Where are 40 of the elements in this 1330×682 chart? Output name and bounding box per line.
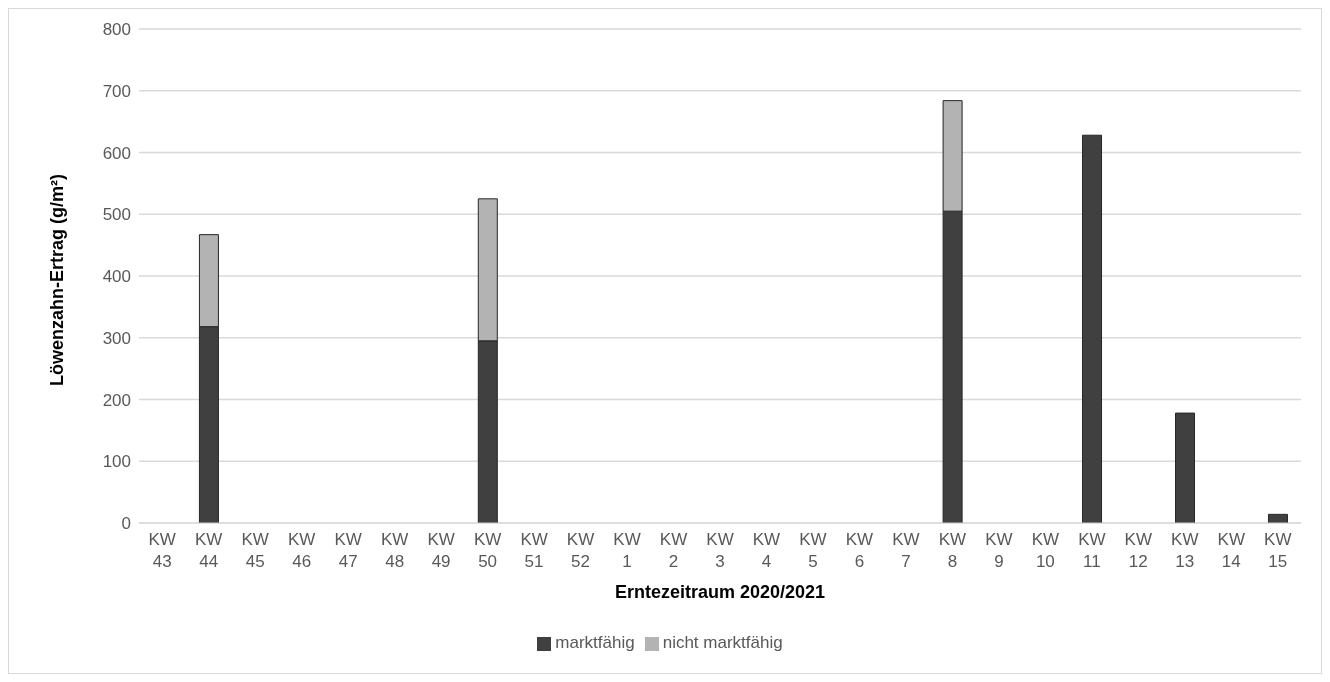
x-tick-label: KW 13 bbox=[1171, 530, 1199, 571]
x-tick-label: KW 52 bbox=[566, 530, 595, 571]
x-tick-label: KW 2 bbox=[659, 530, 688, 571]
y-tick-label: 200 bbox=[102, 390, 131, 410]
y-tick-label: 600 bbox=[102, 143, 131, 163]
x-tick-label: KW 3 bbox=[706, 530, 734, 571]
x-tick-label: KW 46 bbox=[287, 530, 316, 571]
x-tick-label: KW 5 bbox=[799, 530, 827, 571]
x-tick-label: KW 49 bbox=[427, 530, 455, 571]
y-tick-label: 300 bbox=[102, 328, 131, 348]
x-tick-label: KW 14 bbox=[1217, 530, 1245, 571]
bar bbox=[1082, 134, 1103, 523]
x-tick-label: KW 11 bbox=[1078, 530, 1106, 571]
x-tick-label: KW 9 bbox=[985, 530, 1013, 571]
x-tick-label: KW 6 bbox=[845, 530, 874, 571]
x-tick-label: KW 10 bbox=[1031, 530, 1060, 571]
bar bbox=[1175, 412, 1195, 523]
x-tick-label: KW 43 bbox=[148, 530, 176, 571]
x-tick-label: KW 7 bbox=[892, 530, 920, 571]
y-tick-label: 800 bbox=[102, 20, 131, 40]
legend-label: nicht marktfähig bbox=[662, 633, 783, 652]
x-tick-label: KW 50 bbox=[473, 530, 502, 571]
y-tick-label: 500 bbox=[102, 205, 131, 225]
x-tick-label: KW 48 bbox=[380, 530, 409, 571]
x-axis-title: Erntezeitraum 2020/2021 bbox=[614, 581, 826, 602]
y-tick-label: 400 bbox=[102, 267, 131, 287]
x-tick-label: KW 15 bbox=[1264, 530, 1292, 571]
y-tick-label: 700 bbox=[102, 81, 131, 101]
x-tick-label: KW 51 bbox=[520, 530, 548, 571]
x-tick-label: KW 45 bbox=[241, 530, 269, 571]
x-tick-label: KW 12 bbox=[1124, 530, 1153, 571]
y-tick-label: 100 bbox=[102, 452, 131, 472]
y-axis-title: Löwenzahn-Ertrag (g/m²) bbox=[47, 174, 68, 386]
x-tick-label: KW 1 bbox=[613, 530, 641, 571]
legend-label: marktfähig bbox=[555, 633, 635, 652]
x-tick-label: KW 8 bbox=[938, 530, 967, 571]
x-tick-label: KW 44 bbox=[195, 530, 223, 571]
x-tick-label: KW 47 bbox=[334, 530, 362, 571]
y-tick-label: 0 bbox=[121, 514, 131, 534]
x-tick-label: KW 4 bbox=[752, 530, 781, 571]
